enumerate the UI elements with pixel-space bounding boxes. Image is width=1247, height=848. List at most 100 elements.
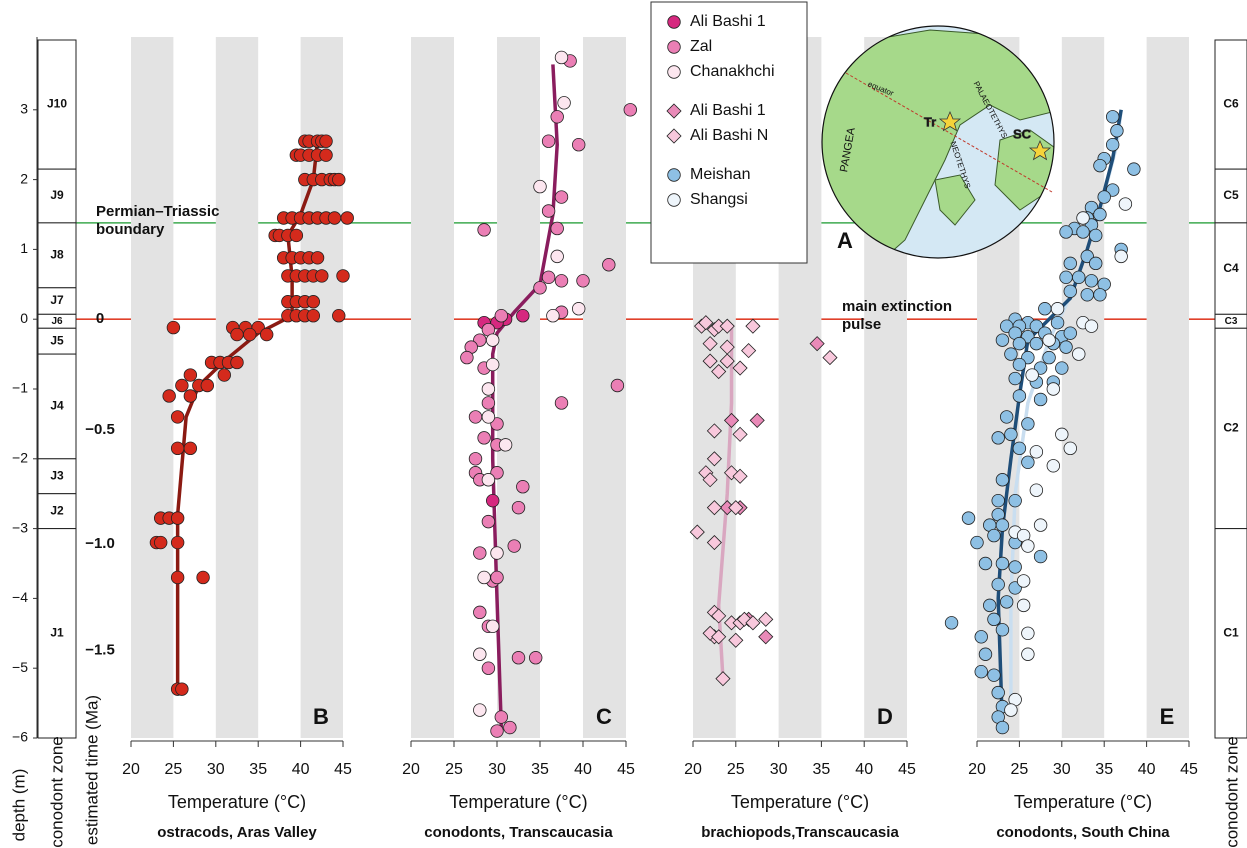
- data-point: [1084, 274, 1099, 288]
- depth-axis-label: depth (m): [9, 769, 28, 842]
- data-point: [961, 511, 976, 525]
- data-point: [481, 396, 496, 410]
- panel-subtitle: ostracods, Aras Valley: [157, 824, 317, 841]
- x-tick-label: 30: [1053, 761, 1071, 778]
- data-point: [332, 172, 346, 187]
- zone-label: J1: [50, 625, 64, 639]
- y-tick-label: −6: [12, 729, 28, 745]
- legend-marker: [666, 128, 682, 144]
- legend-marker: [667, 15, 681, 29]
- data-point: [1063, 441, 1077, 456]
- temperature-band: [215, 37, 259, 738]
- data-point: [1055, 361, 1069, 375]
- data-point: [1127, 162, 1141, 176]
- x-tick-label: 45: [898, 761, 916, 778]
- data-point: [546, 309, 560, 323]
- data-point: [1029, 483, 1044, 497]
- data-point: [1021, 647, 1035, 661]
- data-point: [541, 204, 556, 218]
- data-point: [970, 535, 984, 550]
- data-point: [306, 295, 321, 309]
- data-point: [289, 228, 304, 243]
- panel-letter: A: [837, 228, 853, 253]
- data-point: [468, 452, 483, 466]
- time-tick-label: −1.0: [85, 535, 115, 552]
- data-point: [481, 514, 496, 529]
- data-point: [995, 556, 1010, 571]
- data-point: [1089, 256, 1103, 271]
- legend-label: Ali Bashi 1: [690, 102, 766, 119]
- site-label: Tr: [924, 114, 936, 129]
- temperature-band: [1061, 37, 1105, 738]
- data-point: [183, 441, 198, 456]
- data-point: [1016, 574, 1031, 588]
- data-point: [1033, 518, 1048, 532]
- data-point: [1050, 302, 1065, 316]
- data-point: [1097, 190, 1111, 204]
- data-point: [170, 441, 185, 456]
- data-point: [259, 327, 274, 342]
- data-point: [183, 389, 198, 403]
- data-point: [978, 556, 993, 571]
- data-point: [1021, 626, 1035, 641]
- data-point: [557, 96, 571, 110]
- data-point: [711, 363, 727, 380]
- data-point: [166, 320, 181, 335]
- x-tick-label: 20: [402, 761, 420, 778]
- legend-label: Zal: [690, 38, 712, 55]
- x-axis-label: Temperature (°C): [449, 792, 587, 812]
- data-point: [507, 539, 521, 553]
- data-point: [987, 528, 1001, 543]
- zone-box: [1214, 528, 1247, 739]
- data-point: [1076, 211, 1090, 225]
- data-point: [1042, 350, 1056, 365]
- data-point: [1072, 270, 1086, 285]
- data-point: [340, 211, 354, 225]
- data-point: [576, 274, 590, 288]
- zone-label: C6: [1223, 97, 1239, 111]
- data-point: [1021, 539, 1035, 553]
- data-point: [554, 396, 569, 410]
- data-point: [511, 651, 526, 665]
- zone-axis-label: conodont zone: [47, 736, 66, 848]
- y-tick-label: 3: [20, 101, 28, 117]
- data-point: [711, 629, 727, 645]
- x-tick-label: 20: [122, 761, 140, 778]
- data-point: [741, 343, 757, 359]
- globe-outline: [821, 25, 1055, 259]
- zone-box: [37, 528, 77, 739]
- data-point: [200, 378, 215, 393]
- data-point: [1004, 703, 1018, 717]
- data-point: [554, 274, 569, 288]
- data-point: [477, 223, 491, 237]
- data-point: [230, 355, 244, 370]
- data-point: [477, 570, 491, 585]
- data-point: [822, 350, 838, 366]
- data-point: [1004, 427, 1018, 442]
- y-tick-label: −3: [12, 519, 28, 535]
- x-tick-label: 35: [249, 761, 267, 778]
- x-axis-label: Temperature (°C): [168, 792, 306, 812]
- time-axis-label: estimated time (Ma): [82, 695, 101, 845]
- data-point: [468, 410, 483, 424]
- x-tick-label: 25: [727, 761, 745, 778]
- zone-axis-label: conodont zone: [1222, 736, 1241, 848]
- data-point: [1076, 225, 1090, 239]
- legend-label: Meishan: [690, 166, 750, 183]
- data-point: [1012, 336, 1027, 351]
- x-tick-label: 25: [1011, 761, 1029, 778]
- zone-label: J2: [50, 503, 64, 517]
- zone-box: [37, 327, 77, 355]
- data-point: [1033, 392, 1048, 407]
- zone-box: [37, 222, 77, 289]
- data-point: [999, 410, 1014, 424]
- data-point: [332, 309, 346, 323]
- data-point: [706, 423, 722, 439]
- data-point: [217, 368, 231, 382]
- y-tick-label: −5: [12, 659, 28, 675]
- data-point: [991, 685, 1005, 700]
- data-point: [719, 353, 735, 369]
- map-inset: PANGEA equator PALAEOTETHYS NEOTETHYS Tr…: [821, 25, 1055, 259]
